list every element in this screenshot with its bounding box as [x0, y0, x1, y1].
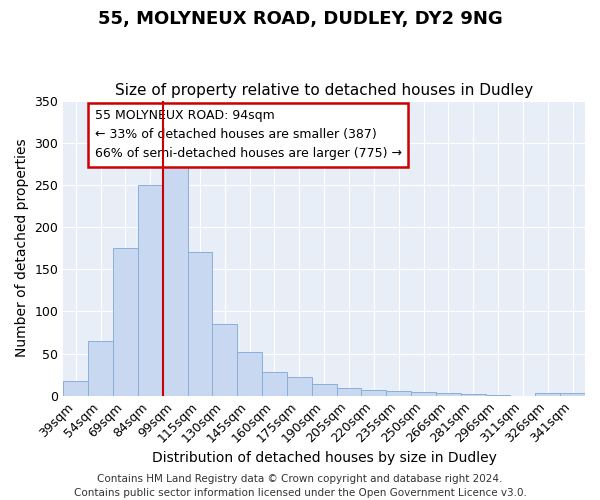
Text: 55, MOLYNEUX ROAD, DUDLEY, DY2 9NG: 55, MOLYNEUX ROAD, DUDLEY, DY2 9NG	[98, 10, 502, 28]
Bar	[113, 248, 138, 396]
Bar	[436, 393, 461, 396]
Bar	[337, 388, 361, 396]
Text: 55 MOLYNEUX ROAD: 94sqm
← 33% of detached houses are smaller (387)
66% of semi-d: 55 MOLYNEUX ROAD: 94sqm ← 33% of detache…	[95, 110, 401, 160]
Bar	[386, 392, 411, 396]
Bar	[560, 393, 585, 396]
Bar	[287, 377, 312, 396]
Bar	[163, 157, 188, 396]
Y-axis label: Number of detached properties: Number of detached properties	[15, 139, 29, 358]
Bar	[63, 380, 88, 396]
Bar	[188, 252, 212, 396]
Bar	[262, 372, 287, 396]
Bar	[88, 341, 113, 396]
Bar	[361, 390, 386, 396]
Bar	[312, 384, 337, 396]
Bar	[485, 395, 511, 396]
Bar	[535, 393, 560, 396]
Bar	[461, 394, 485, 396]
Bar	[411, 392, 436, 396]
Bar	[138, 185, 163, 396]
Text: Contains HM Land Registry data © Crown copyright and database right 2024.
Contai: Contains HM Land Registry data © Crown c…	[74, 474, 526, 498]
X-axis label: Distribution of detached houses by size in Dudley: Distribution of detached houses by size …	[152, 451, 497, 465]
Bar	[212, 324, 237, 396]
Title: Size of property relative to detached houses in Dudley: Size of property relative to detached ho…	[115, 83, 533, 98]
Bar	[237, 352, 262, 396]
